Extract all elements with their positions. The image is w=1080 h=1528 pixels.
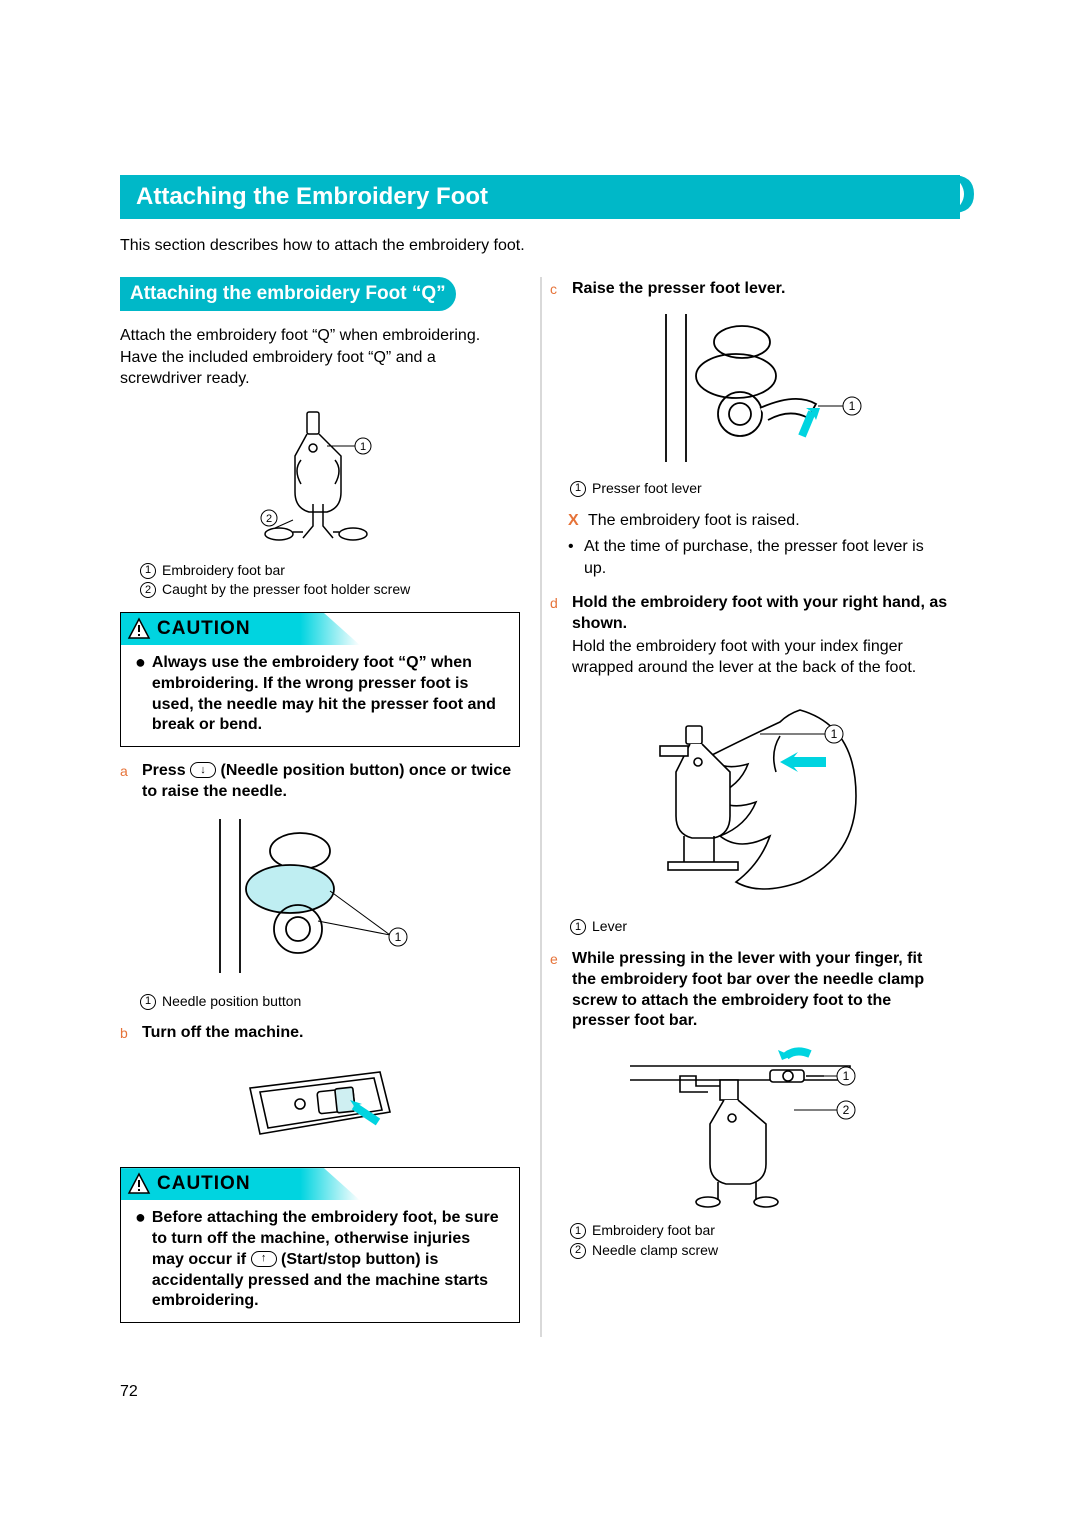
figure-attach-bar: 1 2 — [550, 1040, 950, 1215]
legend-item: Needle clamp screw — [592, 1241, 718, 1261]
step-e-text: While pressing in the lever with your fi… — [572, 949, 950, 1032]
manual-page: Attaching the Embroidery Foot This secti… — [120, 175, 960, 1337]
intro-text: This section describes how to attach the… — [120, 237, 960, 255]
attach-paragraph: Attach the embroidery foot “Q” when embr… — [120, 325, 520, 390]
needle-position-button-icon: ↓ — [190, 762, 216, 778]
caution2-body: ● Before attaching the embroidery foot, … — [121, 1200, 519, 1312]
figure-presser-lever: 1 — [550, 308, 950, 473]
caution1-text: Always use the embroidery foot “Q” when … — [152, 653, 505, 736]
step-c-xnote: X The embroidery foot is raised. — [568, 510, 950, 532]
step-letter: a — [120, 761, 134, 803]
svg-text:2: 2 — [266, 513, 272, 525]
step-a-text: Press ↓ (Needle position button) once or… — [142, 761, 520, 803]
figure1-legend: 1Embroidery foot bar 2Caught by the pres… — [140, 561, 520, 600]
warning-triangle-icon — [127, 617, 151, 641]
step-d-sub: Hold the embroidery foot with your index… — [572, 637, 950, 679]
left-column: Attaching the embroidery Foot “Q” Attach… — [120, 277, 520, 1337]
caution-body: ●Always use the embroidery foot “Q” when… — [121, 645, 519, 736]
step-letter: b — [120, 1023, 134, 1044]
svg-text:1: 1 — [849, 399, 856, 413]
sub-heading: Attaching the embroidery Foot “Q” — [120, 277, 456, 311]
legend-item: Presser foot lever — [592, 479, 702, 499]
step-e: e While pressing in the lever with your … — [550, 949, 950, 1032]
warning-triangle-icon — [127, 1172, 151, 1196]
svg-text:2: 2 — [843, 1103, 850, 1117]
step-b: b Turn off the machine. — [120, 1023, 520, 1044]
caution-header: CAUTION — [121, 613, 519, 645]
step-b-text: Turn off the machine. — [142, 1023, 303, 1044]
step-c-legend: 1Presser foot lever — [570, 479, 950, 499]
step-letter: e — [550, 949, 564, 1032]
page-number: 72 — [120, 1383, 138, 1401]
step-c: c Raise the presser foot lever. — [550, 279, 950, 300]
legend-item: Lever — [592, 917, 627, 937]
legend-item: Needle position button — [162, 992, 301, 1012]
legend-item: Embroidery foot bar — [592, 1221, 715, 1241]
right-column: c Raise the presser foot lever. — [550, 277, 950, 1337]
main-heading-bar: Attaching the Embroidery Foot — [120, 175, 960, 219]
figure-power-switch — [120, 1052, 520, 1157]
main-heading: Attaching the Embroidery Foot — [120, 175, 960, 219]
start-stop-button-icon: ↑ — [251, 1251, 277, 1267]
caution-header: CAUTION — [121, 1168, 519, 1200]
column-divider — [540, 277, 542, 1337]
figure-embroidery-foot: 1 2 — [120, 400, 520, 555]
svg-text:1: 1 — [831, 727, 838, 741]
two-column-layout: Attaching the embroidery Foot “Q” Attach… — [120, 277, 960, 1337]
step-a: a Press ↓ (Needle position button) once … — [120, 761, 520, 803]
x-mark-icon: X — [568, 510, 582, 532]
svg-text:1: 1 — [360, 441, 366, 453]
step-c-text: Raise the presser foot lever. — [572, 279, 785, 300]
heading-cap-icon — [930, 169, 980, 219]
figure-needle-button: 1 — [120, 811, 520, 986]
step-d: d Hold the embroidery foot with your rig… — [550, 593, 950, 678]
svg-text:1: 1 — [843, 1069, 850, 1083]
step-c-bullet: • At the time of purchase, the presser f… — [568, 536, 950, 579]
legend-item: Embroidery foot bar — [162, 561, 285, 581]
caution-label: CAUTION — [157, 1173, 251, 1195]
caution-box-1: CAUTION ●Always use the embroidery foot … — [120, 612, 520, 747]
step-d-legend: 1Lever — [570, 917, 950, 937]
caution-label: CAUTION — [157, 618, 251, 640]
step-letter: d — [550, 593, 564, 678]
caution-box-2: CAUTION ● Before attaching the embroider… — [120, 1167, 520, 1323]
step-letter: c — [550, 279, 564, 300]
legend-item: Caught by the presser foot holder screw — [162, 580, 410, 600]
step-a-legend: 1Needle position button — [140, 992, 520, 1012]
step-e-legend: 1Embroidery foot bar 2Needle clamp screw — [570, 1221, 950, 1260]
step-d-text: Hold the embroidery foot with your right… — [572, 593, 950, 635]
svg-text:1: 1 — [395, 930, 402, 944]
figure-hold-foot: 1 — [550, 686, 950, 911]
